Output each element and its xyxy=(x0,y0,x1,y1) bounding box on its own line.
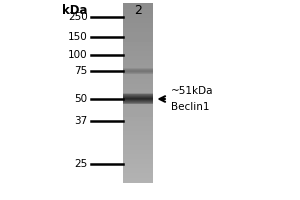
Text: 100: 100 xyxy=(68,50,88,60)
Text: ~51kDa: ~51kDa xyxy=(171,86,213,96)
Text: 2: 2 xyxy=(134,4,142,17)
Text: Beclin1: Beclin1 xyxy=(171,102,209,112)
Text: kDa: kDa xyxy=(62,4,88,17)
Text: 50: 50 xyxy=(74,94,88,104)
Text: 37: 37 xyxy=(74,116,88,126)
Text: 250: 250 xyxy=(68,12,88,22)
Text: 25: 25 xyxy=(74,159,88,169)
Text: 150: 150 xyxy=(68,32,88,42)
Text: 75: 75 xyxy=(74,66,88,76)
